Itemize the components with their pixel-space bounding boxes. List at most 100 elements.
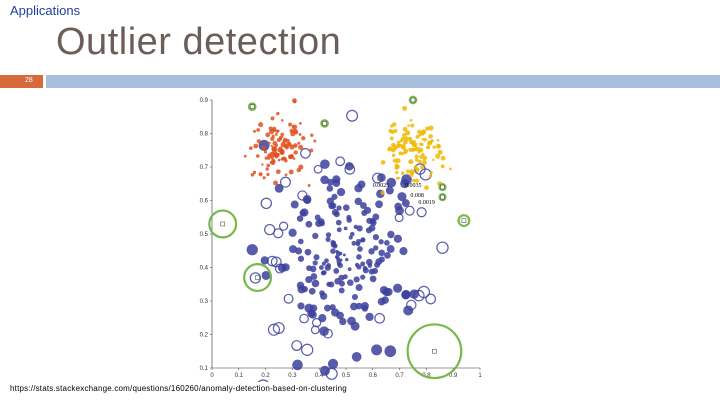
red-cluster-point	[274, 143, 279, 147]
blue-cluster-point	[258, 139, 270, 151]
y-tick-label: 0.8	[200, 132, 209, 138]
title-bar-accent	[0, 75, 43, 88]
blue-cluster-point	[304, 303, 314, 313]
red-cluster-point	[255, 154, 260, 158]
blue-cluster-point	[375, 258, 383, 266]
blue-cluster-point	[416, 207, 427, 218]
blue-cluster-point	[297, 238, 304, 245]
red-cluster-point	[292, 98, 297, 103]
blue-cluster-point	[335, 156, 346, 167]
blue-cluster-point	[394, 202, 403, 211]
red-cluster-point	[270, 156, 274, 160]
blue-cluster-point	[393, 283, 403, 293]
yellow-cluster-point	[448, 167, 452, 171]
blue-cluster-point	[274, 183, 284, 193]
red-cluster-point	[298, 144, 304, 150]
slide-title: Outlier detection	[56, 21, 342, 63]
blue-cluster-point	[335, 250, 339, 254]
red-cluster-point	[274, 148, 278, 152]
red-cluster-point	[298, 133, 302, 136]
red-cluster-point	[262, 176, 266, 180]
blue-cluster-point	[403, 305, 414, 316]
blue-cluster-point	[361, 305, 369, 312]
red-cluster-point	[270, 116, 275, 121]
yellow-cluster-point	[414, 154, 419, 159]
source-url[interactable]: https://stats.stackexchange.com/question…	[10, 384, 347, 393]
red-cluster-point	[252, 170, 257, 175]
outlier-point	[220, 221, 226, 227]
red-cluster-point	[248, 146, 253, 150]
blue-cluster-point	[354, 197, 363, 206]
red-cluster-point	[282, 137, 288, 142]
blue-cluster-point	[345, 257, 349, 262]
red-cluster-point	[261, 163, 264, 166]
blue-cluster-point	[397, 192, 407, 202]
blue-cluster-point	[350, 321, 360, 331]
yellow-cluster-point	[380, 160, 386, 165]
red-cluster-point	[273, 154, 276, 158]
blue-cluster-point	[372, 233, 380, 241]
blue-cluster-point	[260, 197, 272, 210]
blue-cluster-point	[382, 288, 391, 297]
red-cluster-point	[276, 111, 280, 116]
red-cluster-point	[263, 150, 268, 154]
yellow-cluster-point	[410, 123, 415, 128]
blue-cluster-point	[299, 313, 309, 324]
blue-cluster-point	[419, 168, 432, 181]
blue-cluster-point	[324, 264, 331, 271]
yellow-cluster-point	[408, 159, 414, 165]
red-cluster-point	[261, 145, 266, 150]
blue-cluster-point	[343, 226, 348, 231]
y-tick-label: 0.7	[200, 165, 209, 171]
yellow-cluster-point	[435, 143, 441, 149]
red-cluster-point	[275, 153, 279, 157]
outlier-point	[249, 104, 255, 109]
red-cluster-point	[275, 129, 279, 134]
y-tick-label: 0.3	[200, 299, 209, 305]
yellow-cluster-point	[380, 190, 385, 195]
blue-cluster-point	[350, 231, 355, 237]
blue-cluster-point	[369, 275, 377, 283]
x-tick-label: 0.2	[261, 373, 270, 379]
blue-cluster-point	[347, 267, 352, 272]
red-cluster-point	[296, 167, 302, 173]
yellow-cluster-point	[409, 118, 413, 122]
blue-cluster-point	[281, 263, 290, 272]
yellow-cluster-point	[400, 171, 405, 176]
red-cluster-point	[284, 159, 288, 163]
yellow-cluster-point	[409, 173, 414, 178]
blue-cluster-point	[365, 312, 374, 322]
y-tick-label: 0.4	[200, 266, 209, 272]
yellow-cluster-point	[436, 138, 440, 142]
blue-cluster-point	[346, 109, 359, 122]
red-cluster-point	[288, 122, 293, 127]
yellow-cluster-point	[413, 165, 418, 170]
red-cluster-point	[309, 148, 314, 153]
blue-cluster-point	[324, 304, 332, 312]
blue-cluster-point	[320, 292, 328, 300]
yellow-cluster-point	[440, 155, 446, 161]
yellow-cluster-point	[396, 140, 400, 144]
yellow-cluster-point	[408, 136, 413, 141]
yellow-cluster-point	[423, 137, 427, 142]
outlier-ring	[243, 263, 273, 293]
yellow-cluster-point	[432, 158, 435, 162]
yellow-cluster-point	[401, 144, 404, 147]
blue-cluster-point	[257, 379, 269, 382]
yellow-cluster-point	[428, 125, 434, 131]
red-cluster-point	[276, 137, 281, 143]
yellow-cluster-point	[426, 140, 432, 146]
blue-cluster-point	[362, 267, 369, 274]
blue-cluster-point	[311, 318, 322, 328]
yellow-cluster-point	[389, 136, 394, 141]
blue-cluster-point	[283, 293, 294, 304]
blue-cluster-point	[436, 241, 449, 254]
blue-cluster-point	[351, 293, 358, 301]
red-cluster-point	[275, 169, 281, 175]
blue-cluster-point	[312, 260, 318, 266]
blue-cluster-point	[373, 245, 379, 251]
yellow-cluster-point	[421, 152, 425, 157]
red-cluster-point	[256, 139, 261, 144]
blue-cluster-point	[318, 314, 327, 323]
blue-cluster-point	[356, 254, 362, 260]
